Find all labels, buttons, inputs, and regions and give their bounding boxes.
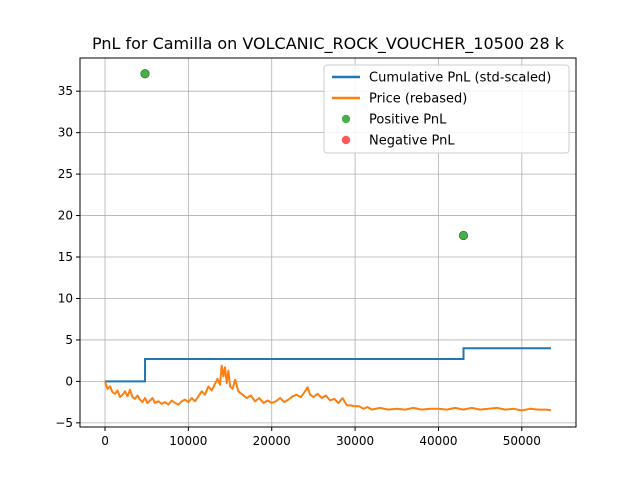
y-tick-label: 20 xyxy=(58,209,73,223)
y-tick-label: 30 xyxy=(58,126,73,140)
legend-box xyxy=(323,64,570,154)
legend-label-price: Price (rebased) xyxy=(369,92,467,107)
legend-label-negative: Negative PnL xyxy=(369,134,455,149)
plot-frame xyxy=(79,57,577,428)
x-tick-label: 20000 xyxy=(253,434,291,448)
y-tick-label: 10 xyxy=(58,291,73,305)
y-tick-label: 25 xyxy=(58,167,73,181)
y-tick-label: 35 xyxy=(58,84,73,98)
legend-label-cumulative: Cumulative PnL (std-scaled) xyxy=(369,71,551,86)
x-tick-label: 40000 xyxy=(419,434,457,448)
positive-pnl-point xyxy=(458,230,469,241)
chart-title: PnL for Camilla on VOLCANIC_ROCK_VOUCHER… xyxy=(92,34,565,54)
y-tick-label: 0 xyxy=(65,374,73,388)
axis-ticks: 0 10000 20000 30000 40000 50000 −5 0 5 10 15 20 25 30… xyxy=(55,84,541,448)
legend-swatch-negative xyxy=(341,135,351,145)
x-tick-label: 30000 xyxy=(336,434,374,448)
x-tick-label: 50000 xyxy=(503,434,541,448)
y-tick-label: 15 xyxy=(58,250,73,264)
legend: Cumulative PnL (std-scaled) Price (rebase… xyxy=(323,64,570,154)
x-tick-label: 0 xyxy=(101,434,109,448)
legend-swatch-positive xyxy=(341,114,351,124)
plot-series xyxy=(104,69,552,412)
y-tick-label: 5 xyxy=(65,333,73,347)
y-tick-label: −5 xyxy=(55,416,73,430)
positive-pnl-point xyxy=(140,69,150,79)
legend-label-positive: Positive PnL xyxy=(369,113,447,128)
price-rebased-line xyxy=(104,364,552,412)
cumulative-pnl-line xyxy=(105,347,551,383)
x-tick-label: 10000 xyxy=(169,434,207,448)
